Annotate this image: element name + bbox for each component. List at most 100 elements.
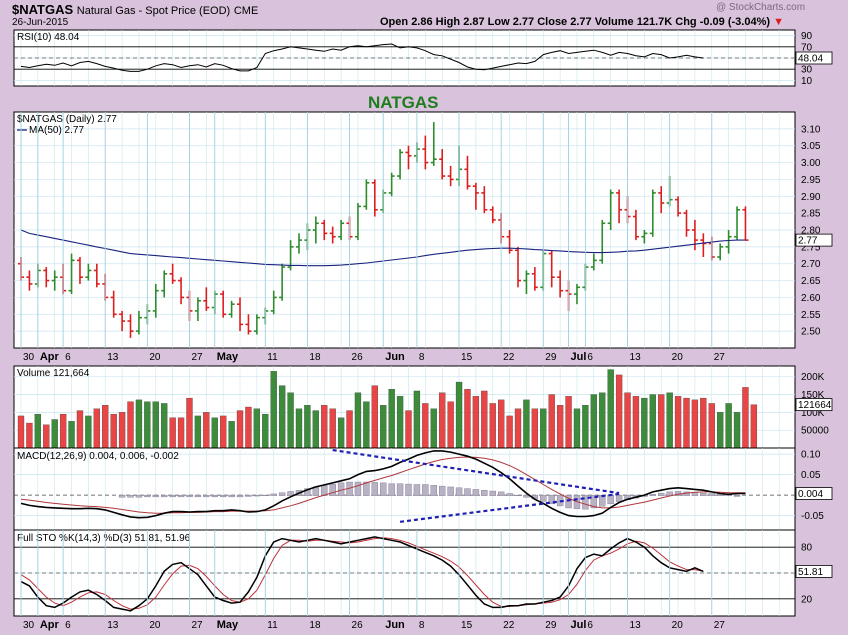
price-legend: $NATGAS (Daily) 2.77 <box>17 114 117 125</box>
macd-histogram-bar <box>582 494 589 510</box>
macd-histogram-bar <box>329 483 336 496</box>
ohlc-bar <box>599 219 606 264</box>
x-tick-label: 20 <box>672 620 684 631</box>
macd-histogram-bar <box>245 494 252 497</box>
x-tick-label: Jul <box>571 351 587 363</box>
volume-value: 121.7K <box>636 16 673 28</box>
volume-bar <box>304 405 311 449</box>
y-tick-label: 10 <box>801 76 813 87</box>
y-tick-label: 3.05 <box>801 141 821 152</box>
volume-bar <box>523 399 530 449</box>
ohlc-bar <box>430 122 437 166</box>
ohlc-bar <box>439 149 446 180</box>
x-tick-label: 13 <box>630 620 642 631</box>
x-tick-label: Jul <box>571 619 587 631</box>
volume-bar <box>161 403 168 449</box>
y-tick-label: 2.70 <box>801 259 821 270</box>
y-tick-label: 100K <box>801 408 825 419</box>
x-tick-label: May <box>217 619 239 631</box>
macd-histogram-bar <box>455 487 463 496</box>
ohlc-bar <box>169 263 176 284</box>
ohlc-bar <box>523 270 530 295</box>
ohlc-bar <box>649 189 656 237</box>
x-tick-label: 8 <box>419 352 425 363</box>
x-tick-label: 15 <box>461 352 473 363</box>
ohlc-bar <box>573 283 580 305</box>
y-tick-label: 0.10 <box>801 450 821 461</box>
volume-bar <box>127 401 134 449</box>
volume-bar <box>742 387 749 449</box>
macd-histogram-bar <box>565 494 572 509</box>
macd-histogram-bar <box>304 488 311 496</box>
volume-bar <box>489 403 496 449</box>
volume-bar <box>607 369 614 449</box>
volume-bar <box>85 415 92 449</box>
volume-bar <box>531 408 539 449</box>
x-tick-label: 6 <box>65 620 71 631</box>
macd-histogram-bar <box>135 494 143 498</box>
high-label: High <box>435 16 461 28</box>
x-tick-label: Jun <box>385 351 405 363</box>
ohlc-bar <box>329 226 336 244</box>
macd-histogram-bar <box>438 485 446 496</box>
x-tick-label: 13 <box>107 352 119 363</box>
rsi-current-label: 48.04 <box>798 54 823 65</box>
macd-histogram-bar <box>430 485 437 496</box>
x-tick-label: Apr <box>40 619 60 631</box>
macd-histogram-bar <box>649 494 656 496</box>
macd-legend: MACD(12,26,9) 0.004, 0.006, -0.002 <box>17 451 179 462</box>
x-tick-label: 22 <box>503 620 515 631</box>
x-tick-label: 11 <box>267 620 278 631</box>
volume-bar <box>590 394 597 449</box>
y-tick-label: 2.65 <box>801 276 821 287</box>
x-tick-label: Apr <box>40 351 60 363</box>
ohlc-bar <box>405 145 412 170</box>
price-current-label-box <box>795 233 833 247</box>
y-tick-label: 2.80 <box>801 226 821 237</box>
ohlc-bar <box>691 219 698 251</box>
volume-bar <box>565 396 572 449</box>
ohlc-bar <box>363 179 370 210</box>
volume-bar <box>43 424 50 449</box>
x-tick-label: 29 <box>545 352 557 363</box>
macd-histogram-bar <box>144 494 151 498</box>
x-tick-label: 8 <box>419 620 425 631</box>
macd-histogram-bar <box>590 494 598 509</box>
open-label: Open <box>380 16 409 28</box>
volume-current-label-box <box>795 398 833 412</box>
macd-histogram-bar <box>658 492 665 496</box>
ohlc-bar <box>76 256 83 284</box>
ohlc-bar <box>641 230 648 244</box>
chart-title: NATGAS <box>368 93 439 112</box>
volume-bar <box>641 397 648 449</box>
y-tick-label: 2.85 <box>801 209 821 220</box>
ohlc-bar <box>481 186 488 214</box>
y-tick-label: 2.75 <box>801 242 821 253</box>
x-tick-label: 29 <box>545 620 557 631</box>
x-tick-label: 20 <box>149 620 161 631</box>
macd-histogram-bar <box>464 488 471 496</box>
ohlc-bar <box>270 290 277 315</box>
ohlc-bar <box>734 206 741 241</box>
ohlc-bar <box>312 216 319 244</box>
ohlc-bar <box>338 219 345 241</box>
volume-panel <box>13 365 796 449</box>
volume-bar <box>203 412 210 449</box>
volume-bar <box>312 410 319 449</box>
volume-bar <box>548 394 555 449</box>
macd-histogram-bar <box>118 494 126 498</box>
volume-legend: Volume 121,664 <box>17 368 90 379</box>
quote-line: Open 2.86 High 2.87 Low 2.77 Close 2.77 … <box>380 16 784 28</box>
volume-bar <box>76 410 84 449</box>
volume-bar <box>220 415 227 449</box>
y-tick-label: 20 <box>801 594 813 605</box>
macd-trendline <box>332 448 620 495</box>
volume-bar <box>135 399 143 449</box>
macd-histogram-bar <box>700 492 707 496</box>
volume-bar <box>329 408 336 449</box>
volume-bar <box>514 408 522 449</box>
volume-bar <box>270 371 277 449</box>
volume-bar <box>262 413 269 449</box>
volume-bar <box>245 406 252 449</box>
